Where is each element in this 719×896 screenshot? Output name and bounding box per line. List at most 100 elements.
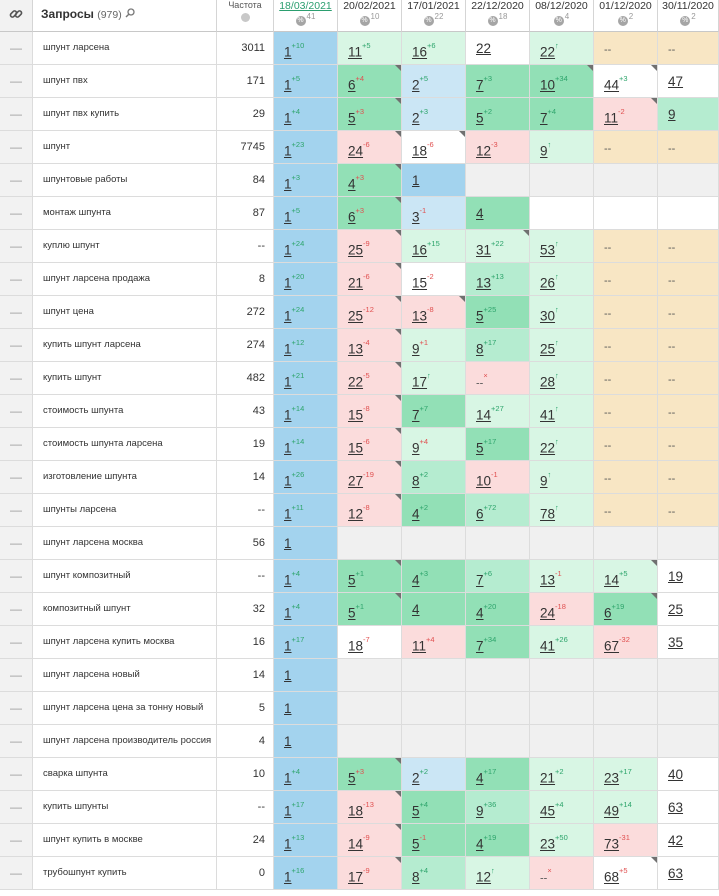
date-label[interactable]: 18/03/2021	[279, 0, 332, 12]
position-cell[interactable]: 1+12	[274, 329, 338, 362]
row-toggle-icon[interactable]: —	[0, 32, 33, 65]
position-value[interactable]: 7	[476, 638, 484, 654]
position-value[interactable]: 4	[476, 770, 484, 786]
position-cell[interactable]: --	[594, 230, 658, 263]
row-toggle-icon[interactable]: —	[0, 131, 33, 164]
position-value[interactable]: 7	[540, 110, 548, 126]
position-cell[interactable]: 11+5	[338, 32, 402, 65]
position-cell[interactable]: 25↑	[530, 329, 594, 362]
position-cell[interactable]: 5-1	[402, 824, 466, 857]
position-value[interactable]: --	[604, 242, 612, 254]
position-value[interactable]: --	[604, 407, 612, 419]
position-value[interactable]: 4	[412, 572, 420, 588]
position-value[interactable]: 14	[604, 572, 620, 588]
position-cell[interactable]: --	[594, 395, 658, 428]
row-toggle-icon[interactable]: —	[0, 560, 33, 593]
position-value[interactable]: 1	[284, 374, 292, 390]
position-value[interactable]: 12	[476, 869, 492, 885]
position-cell[interactable]: 1	[274, 659, 338, 692]
position-cell[interactable]: --	[658, 131, 719, 164]
position-cell[interactable]: 4	[466, 197, 530, 230]
position-value[interactable]: 1	[284, 638, 292, 654]
position-value[interactable]: 15	[348, 440, 364, 456]
position-cell[interactable]: 1+13	[274, 824, 338, 857]
position-value[interactable]: 18	[348, 803, 364, 819]
position-value[interactable]: 45	[540, 803, 556, 819]
position-cell[interactable]: 25-9	[338, 230, 402, 263]
position-cell[interactable]: 27-19	[338, 461, 402, 494]
position-value[interactable]: 8	[476, 341, 484, 357]
position-value[interactable]: 1	[284, 701, 292, 716]
position-cell[interactable]: 30↑	[530, 296, 594, 329]
position-value[interactable]: 23	[604, 770, 620, 786]
date-label[interactable]: 01/12/2020	[599, 0, 652, 12]
position-value[interactable]: 1	[284, 506, 292, 522]
position-value[interactable]: 13	[348, 341, 364, 357]
position-value[interactable]: 1	[284, 143, 292, 159]
row-toggle-icon[interactable]: —	[0, 527, 33, 560]
position-value[interactable]: 7	[476, 572, 484, 588]
position-cell[interactable]: 41↑	[530, 395, 594, 428]
position-cell[interactable]: 4+3	[402, 560, 466, 593]
position-value[interactable]: 5	[348, 572, 356, 588]
position-value[interactable]: --	[668, 143, 676, 155]
position-cell[interactable]: 18-13	[338, 791, 402, 824]
position-cell[interactable]: 6+3	[338, 197, 402, 230]
position-cell[interactable]: 13-8	[402, 296, 466, 329]
position-cell[interactable]: 2+3	[402, 98, 466, 131]
position-value[interactable]: 1	[284, 440, 292, 456]
position-value[interactable]: 10	[476, 473, 492, 489]
position-value[interactable]: 7	[412, 407, 420, 423]
position-value[interactable]: 3	[412, 209, 420, 225]
position-cell[interactable]: 22↑	[530, 428, 594, 461]
position-cell[interactable]: 1+23	[274, 131, 338, 164]
position-cell[interactable]: 25	[658, 593, 719, 626]
position-value[interactable]: 6	[476, 506, 484, 522]
position-value[interactable]: 5	[348, 110, 356, 126]
position-cell[interactable]: --	[594, 131, 658, 164]
row-toggle-icon[interactable]: —	[0, 296, 33, 329]
row-toggle-icon[interactable]: —	[0, 824, 33, 857]
date-label[interactable]: 30/11/2020	[662, 0, 714, 12]
date-label[interactable]: 08/12/2020	[535, 0, 588, 12]
position-cell[interactable]: 24-18	[530, 593, 594, 626]
position-value[interactable]: --	[604, 440, 612, 452]
position-cell[interactable]: 9+36	[466, 791, 530, 824]
position-value[interactable]: 25	[348, 308, 364, 324]
position-value[interactable]: --	[604, 143, 612, 155]
position-cell[interactable]: 1+17	[274, 791, 338, 824]
position-value[interactable]: 5	[412, 803, 420, 819]
position-value[interactable]: 1	[284, 668, 292, 683]
position-value[interactable]: 5	[348, 605, 356, 621]
position-value[interactable]: 1	[284, 110, 292, 126]
position-cell[interactable]: 16+15	[402, 230, 466, 263]
position-value[interactable]: 16	[412, 44, 428, 60]
date-column-header[interactable]: 17/01/2021% 22	[402, 0, 466, 32]
position-cell[interactable]: 1+14	[274, 428, 338, 461]
position-cell[interactable]: 14+27	[466, 395, 530, 428]
date-column-header[interactable]: 08/12/2020% 4	[530, 0, 594, 32]
position-value[interactable]: 6	[604, 605, 612, 621]
row-toggle-icon[interactable]: —	[0, 428, 33, 461]
position-value[interactable]: 13	[412, 308, 428, 324]
position-value[interactable]: 41	[540, 407, 556, 423]
position-value[interactable]: 4	[412, 506, 420, 522]
link-header[interactable]	[0, 0, 33, 32]
position-value[interactable]: 4	[476, 206, 484, 221]
position-value[interactable]: 9	[668, 107, 676, 122]
position-cell[interactable]: 63	[658, 791, 719, 824]
position-value[interactable]: 6	[348, 209, 356, 225]
position-cell[interactable]: 14+5	[594, 560, 658, 593]
row-toggle-icon[interactable]: —	[0, 791, 33, 824]
position-cell[interactable]: 1+4	[274, 593, 338, 626]
position-cell[interactable]: 2+2	[402, 758, 466, 791]
position-cell[interactable]: 8+4	[402, 857, 466, 890]
position-cell[interactable]: --	[658, 263, 719, 296]
position-cell[interactable]: --	[658, 494, 719, 527]
position-value[interactable]: 22	[476, 41, 492, 56]
position-cell[interactable]: --	[658, 329, 719, 362]
position-value[interactable]: --	[668, 374, 676, 386]
position-cell[interactable]: 68+5	[594, 857, 658, 890]
position-value[interactable]: 1	[284, 869, 292, 885]
position-cell[interactable]: 4+2	[402, 494, 466, 527]
